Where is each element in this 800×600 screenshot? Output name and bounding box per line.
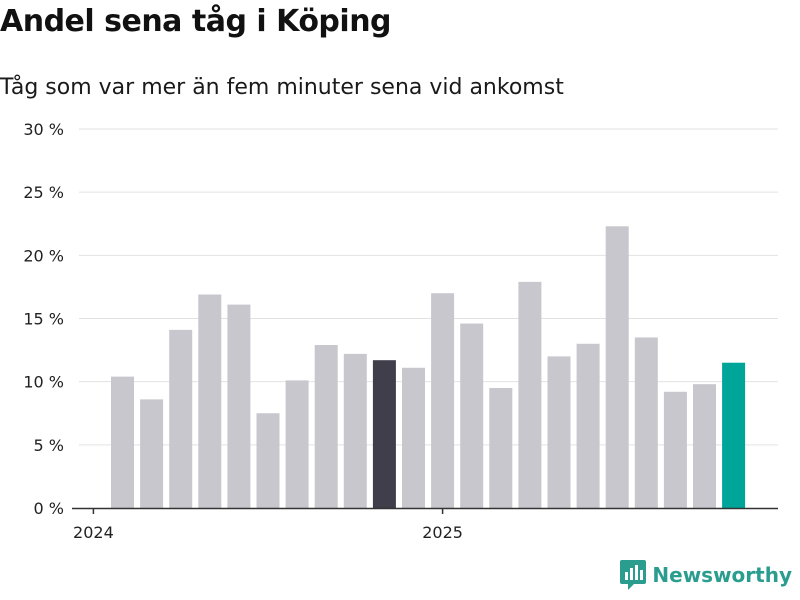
chart-subtitle: Tåg som var mer än fem minuter sena vid … <box>0 75 564 100</box>
bar <box>111 376 134 508</box>
newsworthy-brand[interactable]: Newsworthy <box>620 560 792 590</box>
bar <box>343 353 367 508</box>
y-tick-label: 15 % <box>23 310 64 329</box>
x-tick-label: 2024 <box>73 523 114 542</box>
chart-title: Andel sena tåg i Köping <box>0 4 392 39</box>
bar <box>227 304 251 508</box>
bar <box>285 380 309 508</box>
bar <box>634 337 658 508</box>
bar <box>576 343 600 508</box>
bar <box>372 360 396 508</box>
x-tick-label: 2025 <box>422 523 463 542</box>
bar <box>314 345 338 508</box>
bar <box>256 413 280 508</box>
bar <box>198 294 222 508</box>
bar <box>693 384 716 508</box>
bar <box>460 323 484 508</box>
y-tick-label: 10 % <box>23 373 64 392</box>
bar <box>402 367 425 508</box>
y-tick-label: 20 % <box>23 246 64 265</box>
bar <box>169 329 193 508</box>
bar <box>663 391 687 508</box>
bar <box>547 356 571 508</box>
y-tick-label: 0 % <box>34 499 64 518</box>
bar <box>605 226 629 508</box>
y-tick-label: 5 % <box>34 436 64 455</box>
bar <box>140 399 164 508</box>
y-tick-label: 25 % <box>23 183 64 202</box>
bar <box>431 293 455 508</box>
y-tick-label: 30 % <box>23 120 64 139</box>
bar <box>518 281 542 508</box>
bar <box>489 387 513 508</box>
bar <box>722 362 746 508</box>
newsworthy-logo-icon <box>620 560 647 590</box>
brand-name: Newsworthy <box>652 563 792 587</box>
